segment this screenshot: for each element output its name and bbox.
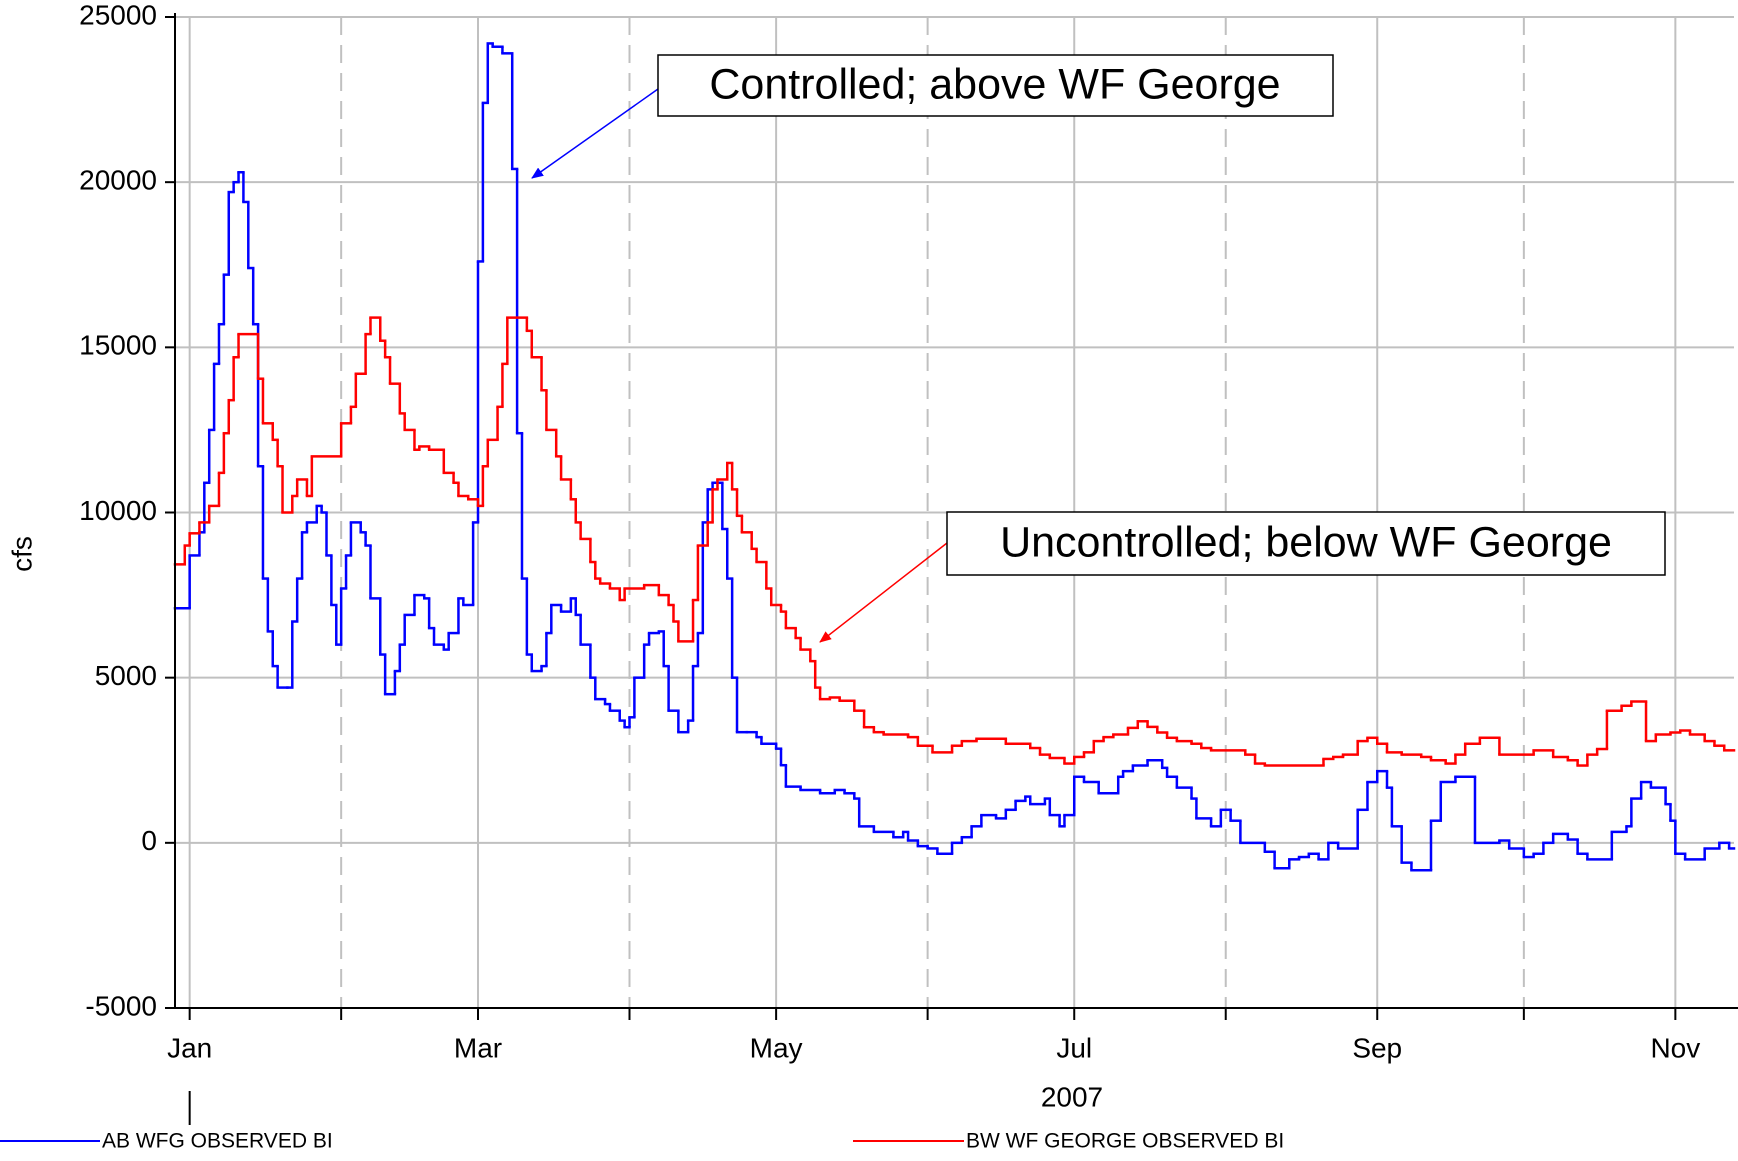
y-tick-label: 10000	[79, 495, 157, 526]
y-tick-label: 25000	[79, 0, 157, 30]
legend-label: BW WF GEORGE OBSERVED BI	[966, 1130, 1284, 1153]
x-axis-label: 2007	[1041, 1081, 1103, 1112]
y-tick-label: 20000	[79, 165, 157, 196]
grid	[175, 16, 1734, 1009]
y-tick-label: 5000	[95, 660, 157, 691]
plot-lines	[173, 42, 1736, 872]
annotation-box	[946, 511, 1666, 576]
y-tick-label: -5000	[85, 990, 157, 1021]
y-tick-label: 0	[141, 825, 157, 856]
annotation-arrow	[531, 88, 659, 179]
annotation-arrow	[819, 542, 948, 643]
annotation: Controlled; above WF George	[709, 60, 1280, 108]
step-riser	[183, 317, 1726, 766]
legend-label: AB WFG OBSERVED BI	[102, 1130, 333, 1153]
x-tick-label: Nov	[1650, 1032, 1700, 1063]
y-axis-label: cfs	[6, 536, 37, 572]
axes: -5000 0 5000 10000 15000 20000 25000 Jan Mar May J…	[79, 0, 1738, 1063]
x-tick-label: Jul	[1056, 1032, 1092, 1063]
x-tick-label: May	[750, 1032, 803, 1063]
legend: AB WFG OBSERVED BI BW WF GEORGE OBSERVED …	[0, 1130, 1284, 1153]
step-riser	[188, 43, 1731, 871]
annotation: Uncontrolled; below WF George	[1000, 518, 1612, 566]
x-tick-label: Sep	[1352, 1032, 1402, 1063]
x-tick-label: Mar	[454, 1032, 502, 1063]
y-tick-label: 15000	[79, 330, 157, 361]
x-tick-label: Jan	[167, 1032, 212, 1063]
annotation-box	[657, 54, 1334, 117]
